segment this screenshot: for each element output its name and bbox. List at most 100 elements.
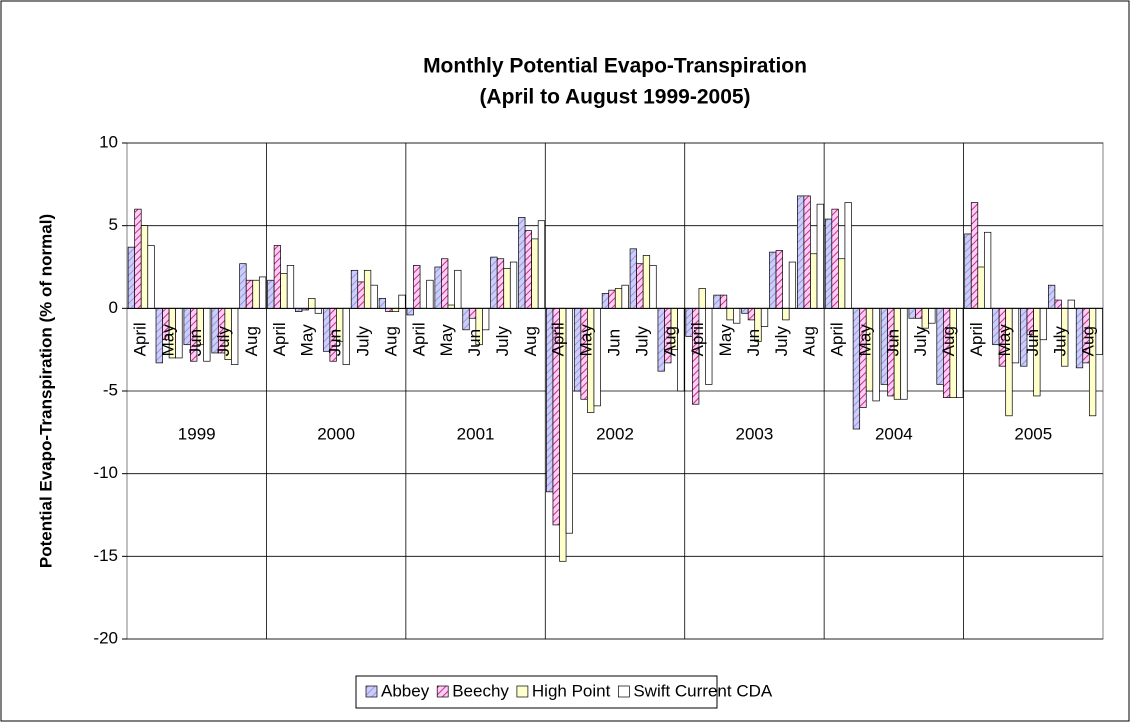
x-tick-label: April (828, 322, 847, 356)
y-axis-label: Potential Evapo-Transpiration (% of norm… (36, 214, 55, 568)
bar (928, 307, 936, 324)
bar (127, 246, 136, 309)
x-tick-label: Aug (800, 326, 819, 356)
x-tick-label: May (855, 324, 874, 357)
bar (698, 288, 706, 309)
bar (629, 248, 637, 309)
bar (970, 202, 979, 309)
chart-title: (April to August 1999-2005) (479, 86, 750, 109)
bar (286, 264, 295, 309)
bar (280, 273, 288, 309)
bar (983, 231, 992, 309)
x-tick-label: April (688, 322, 707, 356)
group-label: 2003 (736, 424, 774, 443)
bar (642, 255, 651, 309)
bar (406, 307, 414, 316)
x-tick-label: Jun (883, 329, 902, 356)
bar (496, 258, 505, 309)
bar (726, 307, 734, 321)
bar (509, 261, 518, 309)
bar (1067, 299, 1075, 309)
bar (741, 307, 749, 314)
bar (713, 294, 721, 309)
bar (434, 266, 442, 309)
bar (490, 256, 498, 309)
x-tick-label: May (995, 324, 1014, 357)
bar (824, 218, 833, 309)
x-tick-label: April (130, 322, 149, 356)
bar (775, 250, 783, 309)
bar (524, 230, 532, 309)
bar (614, 288, 623, 309)
bar (859, 307, 867, 408)
bar (239, 263, 247, 309)
bar (810, 253, 818, 309)
bar (314, 307, 322, 314)
legend-label: High Point (532, 681, 611, 700)
x-tick-label: Jun (186, 329, 205, 356)
group-label: 2004 (875, 424, 913, 443)
bar (468, 307, 477, 319)
x-tick-label: April (549, 322, 568, 356)
x-tick-label: May (577, 324, 596, 357)
bar (398, 294, 406, 309)
group-label: 2000 (317, 424, 355, 443)
bar (503, 268, 511, 309)
x-tick-label: Jun (326, 329, 345, 356)
bar (977, 266, 985, 309)
x-tick-label: July (354, 326, 373, 357)
x-tick-label: July (214, 326, 233, 357)
bar (357, 281, 365, 309)
bar (921, 307, 929, 329)
bar (147, 245, 155, 309)
bar (267, 279, 275, 309)
bar (140, 225, 149, 309)
bar (413, 264, 421, 309)
bar (518, 217, 526, 309)
bar (273, 245, 282, 309)
x-tick-label: Aug (660, 326, 679, 356)
bar (441, 258, 449, 309)
bar (1054, 299, 1062, 309)
x-tick-label: May (298, 324, 317, 357)
bar (797, 195, 805, 309)
bar (308, 298, 316, 309)
x-tick-label: July (911, 326, 930, 357)
bar (531, 238, 539, 309)
x-tick-label: May (158, 324, 177, 357)
bar (838, 258, 846, 309)
bar (769, 251, 777, 309)
bar (252, 279, 260, 309)
y-tick-label: 0 (109, 298, 118, 317)
bar (788, 261, 797, 309)
group-label: 2002 (596, 424, 634, 443)
group-label: 2001 (457, 424, 495, 443)
bar (462, 307, 470, 331)
bar (363, 269, 372, 309)
bar (649, 264, 657, 309)
bar (537, 220, 546, 309)
legend-swatch (436, 685, 449, 698)
bar (258, 276, 267, 309)
legend: Abbey Beechy High Point Swift Current CDA (355, 675, 773, 709)
x-tick-label: Aug (939, 326, 958, 356)
legend-swatch (617, 685, 630, 698)
x-tick-label: April (409, 322, 428, 356)
x-tick-label: May (716, 324, 735, 357)
legend-swatch (365, 685, 378, 698)
bar (482, 307, 490, 331)
bar (816, 203, 824, 309)
y-tick-label: 5 (109, 215, 118, 234)
bar (964, 233, 972, 309)
bar (426, 279, 434, 309)
legend-label: Abbey (381, 681, 430, 700)
group-label: 2005 (1014, 424, 1052, 443)
x-tick-label: July (1051, 326, 1070, 357)
y-tick-label: -5 (103, 380, 118, 399)
bar (733, 307, 741, 324)
bar (621, 284, 629, 309)
bar (831, 208, 839, 309)
bar (608, 289, 616, 309)
bar (782, 307, 790, 321)
